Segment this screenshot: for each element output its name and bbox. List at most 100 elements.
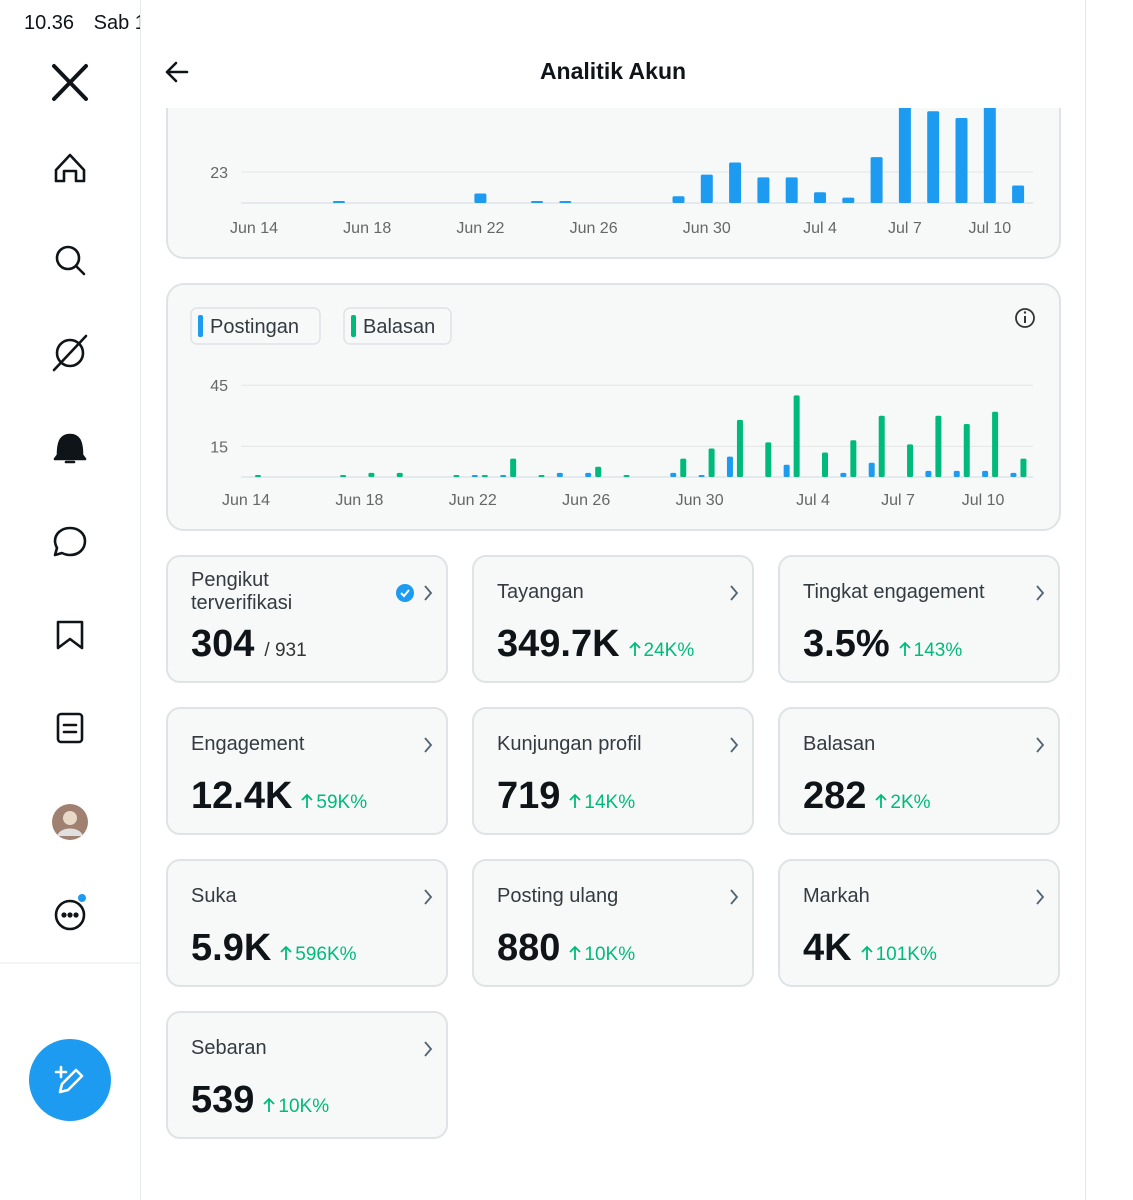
metric-card[interactable]: Balasan 282 2K% xyxy=(778,707,1060,835)
chevron xyxy=(1036,889,1045,905)
grok-icon[interactable] xyxy=(52,334,88,372)
arrow-path xyxy=(263,1097,276,1112)
bookmarks-icon[interactable] xyxy=(56,620,84,650)
metric-title: Posting ulang xyxy=(497,885,619,907)
change-text: 596K% xyxy=(295,944,357,965)
notifications-icon[interactable] xyxy=(53,433,87,464)
value: 719 xyxy=(497,775,561,817)
arrow-path xyxy=(569,945,582,960)
sidebar xyxy=(0,0,141,1200)
value: 12.4K xyxy=(191,775,293,817)
chevron-path xyxy=(1036,737,1045,753)
chevron-path xyxy=(730,737,739,753)
chevron xyxy=(424,1041,433,1057)
x-logo[interactable] xyxy=(52,64,88,101)
up-arrow xyxy=(898,641,911,656)
value: 304 xyxy=(191,623,255,665)
chevron-path xyxy=(730,889,739,905)
verified-badge xyxy=(396,584,414,602)
value: 282 xyxy=(803,775,867,817)
metric-change: 2K% xyxy=(874,792,931,813)
change-text: 143% xyxy=(913,640,963,661)
metric-change: 10K% xyxy=(568,944,635,965)
chevron xyxy=(730,889,739,905)
metric-card[interactable]: Sebaran 539 10K% xyxy=(166,1011,448,1139)
badge-check xyxy=(400,589,410,598)
arrow-path xyxy=(860,945,873,960)
metric-title: Tingkat engagement xyxy=(803,581,985,603)
arrow-path xyxy=(280,945,292,960)
avatar[interactable] xyxy=(52,804,88,840)
metric-card[interactable]: Posting ulang 880 10K% xyxy=(472,859,754,987)
metric-value: 4K 101K% xyxy=(803,927,937,970)
change-text: 59K% xyxy=(316,792,368,813)
messages-icon[interactable] xyxy=(53,526,87,557)
arrow-path xyxy=(569,793,582,808)
metric-change: 143% xyxy=(898,640,963,661)
arrow-path xyxy=(628,641,641,656)
metric-card[interactable]: Kunjungan profil 719 14K% xyxy=(472,707,754,835)
metric-change: 14K% xyxy=(568,792,635,813)
compose-button[interactable] xyxy=(29,1039,111,1121)
chevron-path xyxy=(1036,585,1045,601)
metric-change: 59K% xyxy=(300,792,367,813)
change-text: 14K% xyxy=(584,792,636,813)
metric-value: 719 14K% xyxy=(497,775,635,818)
more-icon[interactable] xyxy=(54,899,86,931)
up-arrow xyxy=(280,945,292,960)
metric-card[interactable]: Pengikut terverifikasi 304 / 931 xyxy=(166,555,448,683)
lists-icon[interactable] xyxy=(56,712,84,744)
border xyxy=(1085,0,1086,1200)
chart-panel xyxy=(166,283,1061,531)
metric-title: Kunjungan profil xyxy=(497,733,642,755)
header: Analitik Akun xyxy=(141,0,1085,108)
chevron-path xyxy=(730,585,739,601)
badge xyxy=(396,584,414,602)
up-arrow xyxy=(301,793,314,808)
value: 3.5% xyxy=(803,623,890,665)
arrow-path xyxy=(301,793,314,808)
home-icon[interactable] xyxy=(54,153,86,183)
nav-icons xyxy=(0,64,140,1121)
metric-value: 12.4K 59K% xyxy=(191,775,367,818)
metric-card[interactable]: Markah 4K 101K% xyxy=(778,859,1060,987)
metric-change: 101K% xyxy=(860,944,937,965)
value: 4K xyxy=(803,927,852,969)
metric-value: 304 / 931 xyxy=(191,623,307,666)
metric-title: Suka xyxy=(191,885,237,907)
change-text: 101K% xyxy=(875,944,937,965)
metric-change: 10K% xyxy=(262,1096,329,1117)
chevron xyxy=(424,737,433,753)
metric-value: 282 2K% xyxy=(803,775,931,818)
metric-card[interactable]: Engagement 12.4K 59K% xyxy=(166,707,448,835)
chevron-path xyxy=(424,1041,433,1057)
chevron-path xyxy=(424,585,433,601)
metric-title: Engagement xyxy=(191,733,305,755)
chevron xyxy=(1036,737,1045,753)
metric-title: Pengikut terverifikasi xyxy=(191,569,293,614)
metric-value: 349.7K 24K% xyxy=(497,623,694,666)
metric-title: Markah xyxy=(803,885,870,907)
chevron-path xyxy=(424,889,433,905)
value: 539 xyxy=(191,1079,255,1121)
metric-card[interactable]: Tingkat engagement 3.5% 143% xyxy=(778,555,1060,683)
up-arrow xyxy=(263,1097,276,1112)
metric-card[interactable]: Suka 5.9K 596K% xyxy=(166,859,448,987)
chevron xyxy=(424,585,433,601)
metric-value: 539 10K% xyxy=(191,1079,329,1122)
value: 5.9K xyxy=(191,927,272,969)
metric-value: 3.5% 143% xyxy=(803,623,962,666)
badge-dot xyxy=(78,894,86,902)
back-button[interactable] xyxy=(163,58,191,86)
metric-total: / 931 xyxy=(264,640,307,661)
search-icon[interactable] xyxy=(55,245,86,276)
metric-change: 596K% xyxy=(279,944,357,965)
up-arrow xyxy=(860,945,873,960)
metric-title: Balasan xyxy=(803,733,876,755)
metric-value: 5.9K 596K% xyxy=(191,927,357,970)
arrow-path xyxy=(875,793,888,808)
chevron-path xyxy=(424,737,433,753)
metric-card[interactable]: Tayangan 349.7K 24K% xyxy=(472,555,754,683)
metric-title: Tayangan xyxy=(497,581,584,603)
